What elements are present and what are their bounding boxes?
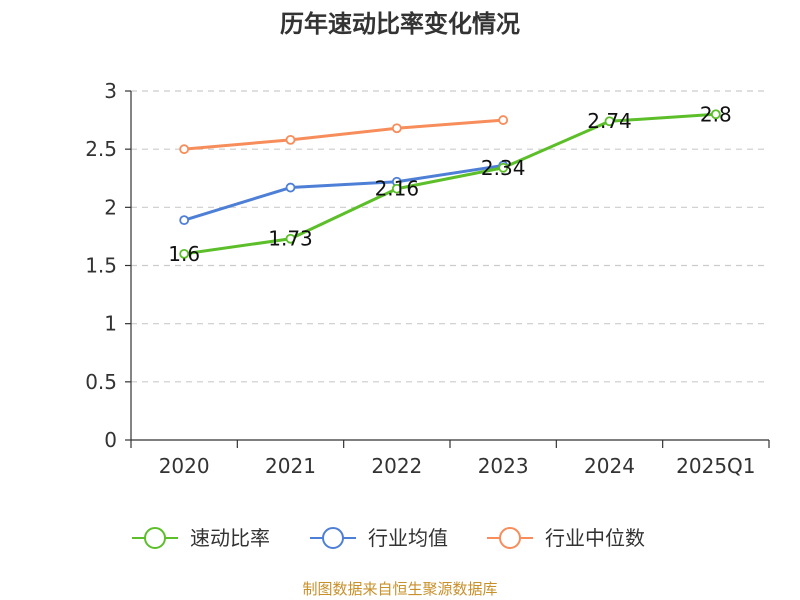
data-point [179, 248, 190, 259]
x-tick-label: 2020 [159, 454, 210, 478]
y-tick-label: 0 [104, 428, 117, 452]
y-tick-label: 1 [104, 312, 117, 336]
series-lines [179, 109, 721, 259]
legend: 速动比率 行业均值 行业中位数 [132, 526, 645, 550]
data-label: 2.16 [375, 177, 420, 201]
data-point [285, 233, 296, 244]
x-tick-label: 2025Q1 [676, 454, 755, 478]
legend-item: 行业均值 [310, 526, 448, 550]
y-tick-label: 0.5 [85, 370, 117, 394]
data-label: 1.73 [268, 227, 313, 251]
x-tick-label: 2021 [265, 454, 316, 478]
x-tick-label: 2023 [478, 454, 529, 478]
data-label: 1.6 [168, 242, 200, 266]
series-line [184, 118, 504, 151]
series-line [183, 112, 716, 256]
legend-label: 速动比率 [190, 526, 270, 550]
y-tick-label: 2 [104, 195, 117, 219]
data-label: 2.34 [481, 156, 526, 180]
source-note: 制图数据来自恒生聚源数据库 [302, 580, 497, 598]
axes: 0 0.5 1 1.5 2 2.5 3 2020 2021 2022 2023 2024 2025Q1 [85, 79, 770, 478]
legend-marker [144, 527, 166, 549]
series-line [183, 163, 504, 222]
data-label: 2.74 [587, 109, 632, 133]
legend-marker [499, 527, 521, 549]
data-point [285, 134, 296, 145]
chart-title: 历年速动比率变化情况 [280, 10, 520, 38]
data-point [710, 109, 721, 120]
legend-marker [322, 527, 344, 549]
grid-lines [131, 90, 769, 383]
y-tick-label: 2.5 [85, 137, 117, 161]
data-label: 2.8 [700, 102, 732, 126]
data-labels: 1.6 1.73 2.16 2.34 2.74 2.8 [168, 102, 731, 266]
legend-label: 行业中位数 [545, 526, 645, 550]
legend-label: 行业均值 [368, 526, 448, 550]
data-point [498, 115, 509, 125]
data-point [179, 215, 190, 226]
y-tick-label: 1.5 [85, 254, 117, 278]
y-tick-label: 3 [104, 79, 117, 103]
x-tick-label: 2024 [584, 454, 635, 478]
data-point [179, 144, 190, 155]
data-point [391, 183, 402, 194]
data-point [604, 116, 615, 127]
x-tick-label: 2022 [371, 454, 422, 478]
data-point [391, 123, 402, 134]
legend-item: 速动比率 [132, 526, 270, 550]
legend-item: 行业中位数 [487, 526, 645, 550]
data-point [498, 162, 509, 173]
data-point [285, 182, 296, 193]
